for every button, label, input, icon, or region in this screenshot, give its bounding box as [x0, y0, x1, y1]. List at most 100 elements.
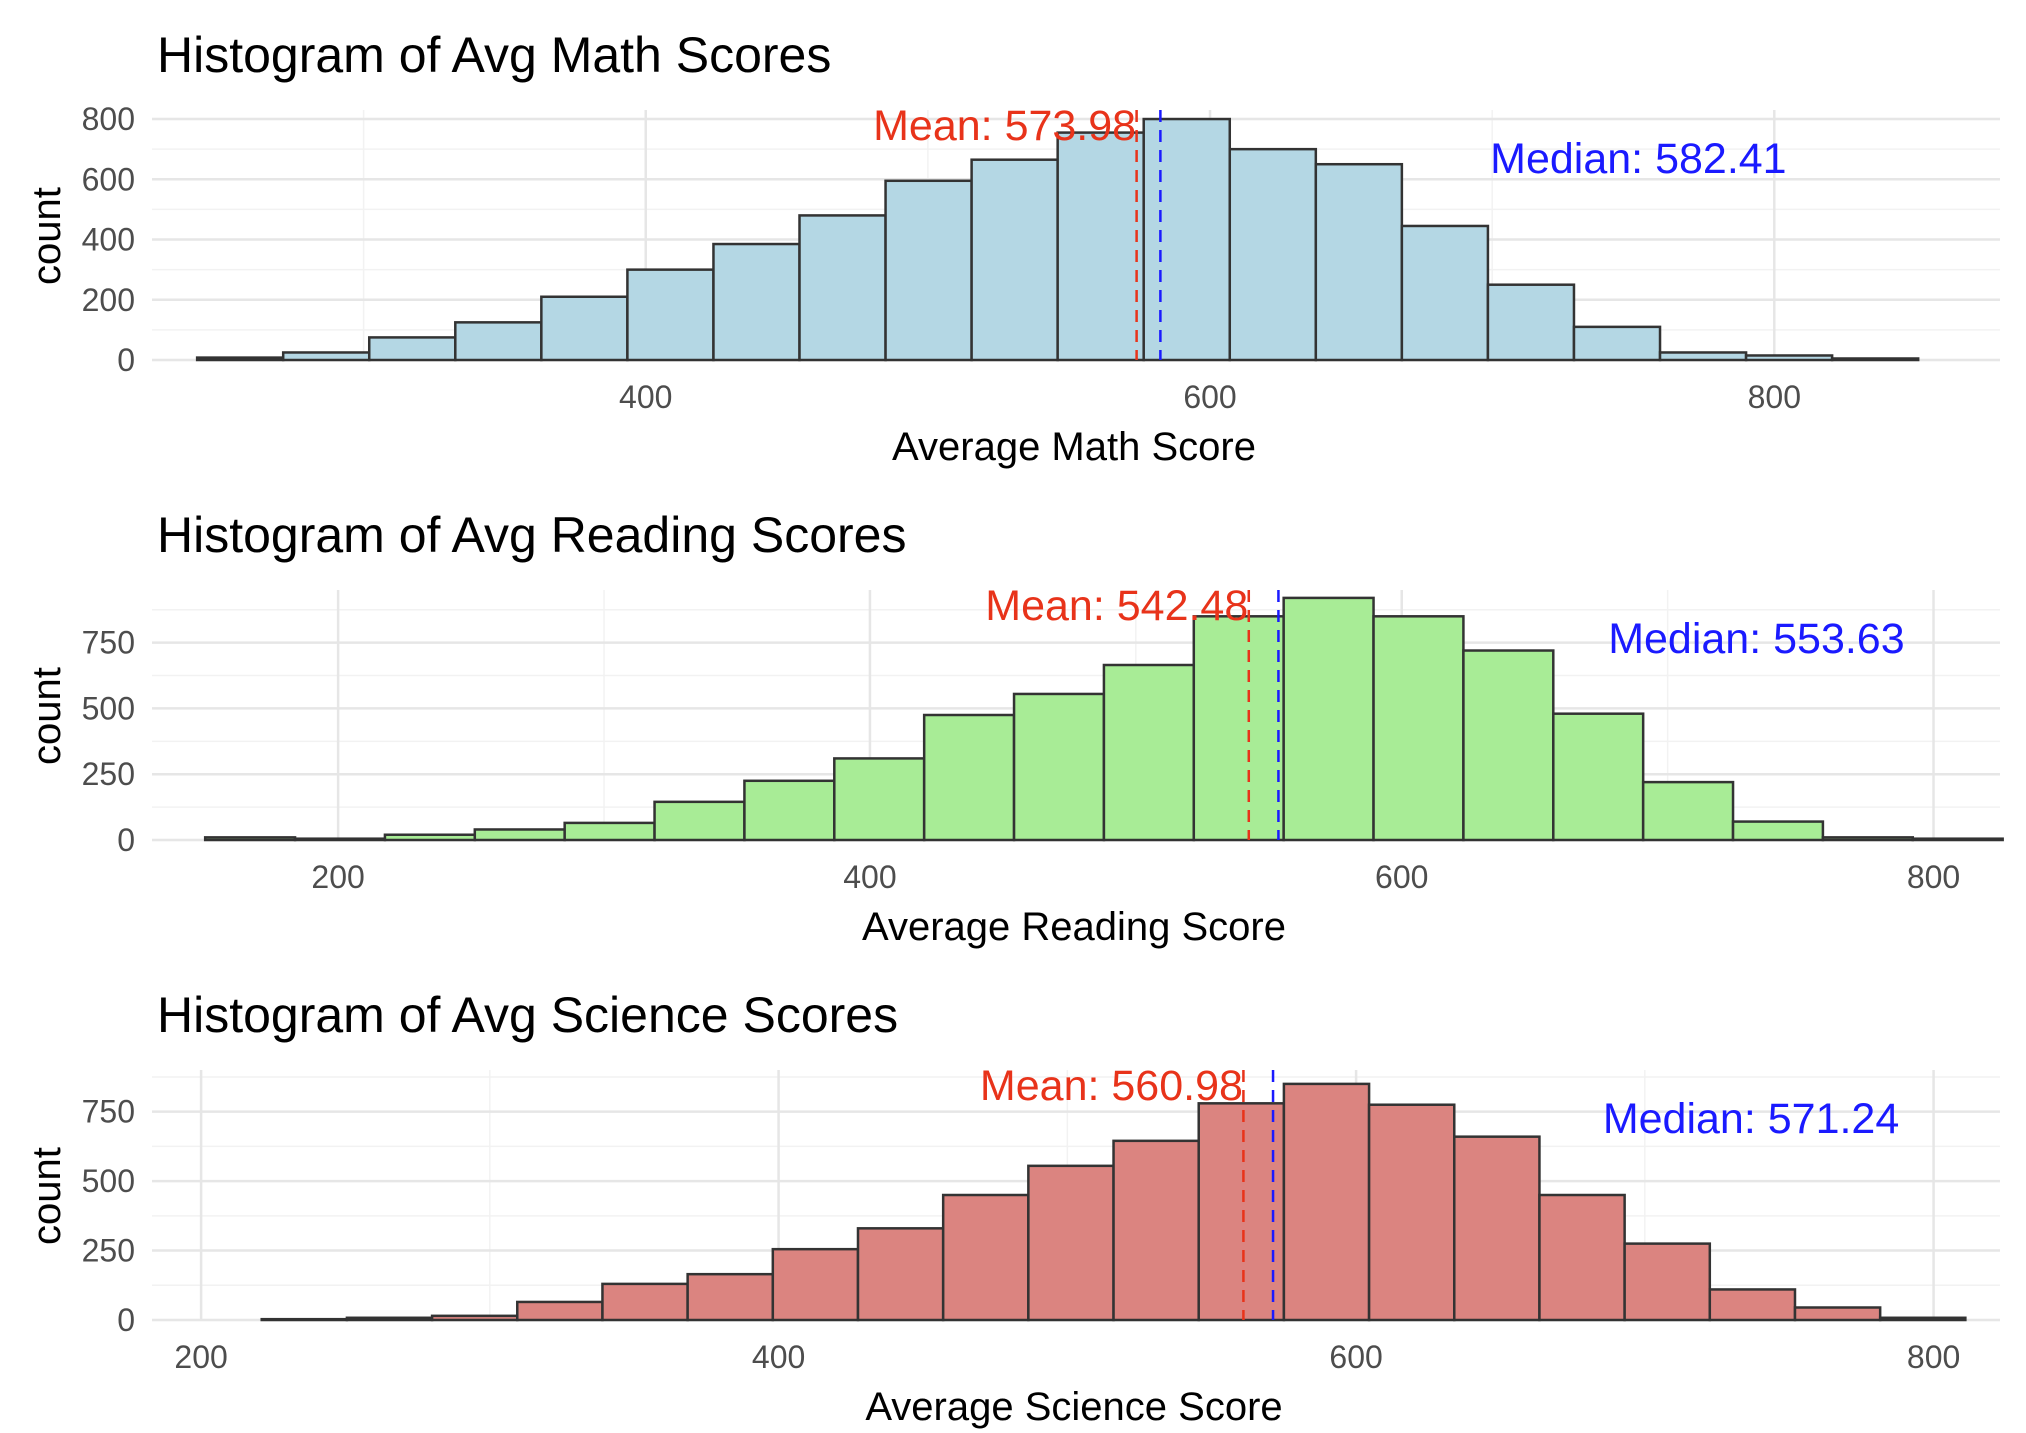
y-tick-label: 750: [82, 1094, 135, 1130]
mean-label: Mean: 560.98: [980, 1062, 1243, 1110]
chart-title: Histogram of Avg Reading Scores: [157, 507, 906, 563]
histogram-bar: [454, 321, 543, 362]
median-label: Median: 571.24: [1603, 1095, 1899, 1143]
histogram-bar: [686, 1272, 775, 1322]
histogram-bar: [1056, 131, 1145, 362]
histogram-bar: [383, 833, 477, 842]
histogram-bar: [1112, 1139, 1200, 1322]
histogram-bar: [922, 713, 1016, 842]
y-tick-label: 600: [82, 161, 135, 197]
histogram-bar: [1400, 224, 1490, 362]
histogram-bar: [1314, 162, 1404, 362]
histogram-bar: [1367, 1103, 1456, 1322]
histogram-bar: [367, 336, 457, 362]
y-axis-title: count: [25, 187, 69, 285]
x-tick-label: 600: [1183, 379, 1236, 415]
histogram-bar: [195, 356, 285, 362]
histogram-bar: [1486, 283, 1576, 362]
histogram-bar: [884, 179, 973, 362]
histogram-bar: [540, 295, 629, 362]
x-axis-title: Average Science Score: [865, 1385, 1282, 1429]
histogram-bar: [473, 828, 566, 842]
y-axis-title: count: [25, 667, 69, 765]
x-axis-title: Average Reading Score: [862, 905, 1286, 949]
histogram-bar: [1282, 1082, 1371, 1322]
histogram-bar: [1793, 1306, 1882, 1322]
histogram-bars: [260, 1082, 1967, 1322]
histogram-bar: [260, 1317, 349, 1322]
y-tick-label: 250: [82, 756, 135, 792]
histogram-bar: [430, 1314, 519, 1322]
x-tick-label: 800: [1748, 379, 1801, 415]
histogram-panel-reading: Histogram of Avg Reading Scores Mean: 542…: [25, 507, 2004, 949]
histogram-bar: [653, 800, 746, 842]
histogram-bar: [1027, 1164, 1115, 1322]
histogram-panel-science: Histogram of Avg Science Scores Mean: 560…: [25, 987, 2000, 1429]
histogram-bar: [1462, 649, 1555, 842]
histogram-bar: [856, 1227, 945, 1322]
x-tick-label: 200: [174, 1339, 227, 1375]
x-tick-label: 800: [1907, 1339, 1960, 1375]
histogram-bar: [563, 821, 656, 842]
histogram-bar: [1197, 1102, 1286, 1322]
x-tick-label: 400: [619, 379, 672, 415]
histogram-bar: [1821, 836, 1915, 842]
histogram-bar: [1012, 692, 1106, 842]
mean-label: Mean: 542.48: [985, 582, 1248, 630]
histogram-bar: [1878, 1316, 1967, 1322]
histogram-bars: [203, 596, 2004, 842]
histogram-bar: [1552, 712, 1645, 842]
chart-title: Histogram of Avg Math Scores: [157, 27, 831, 83]
histogram-bar: [203, 836, 297, 842]
histogram-bar: [293, 837, 387, 842]
histogram-bar: [1192, 615, 1285, 842]
histogram-bar: [345, 1316, 434, 1322]
histogram-panel-math: Histogram of Avg Math Scores Mean: 573.98…: [25, 27, 2000, 469]
mean-label: Mean: 573.98: [873, 102, 1136, 150]
x-tick-label: 600: [1375, 859, 1428, 895]
y-tick-label: 800: [82, 101, 135, 137]
x-tick-label: 400: [843, 859, 896, 895]
histogram-bar: [516, 1300, 604, 1322]
y-tick-label: 0: [117, 1302, 135, 1338]
y-tick-label: 750: [82, 625, 135, 661]
median-label: Median: 582.41: [1490, 135, 1786, 183]
histogram-bars: [195, 117, 1920, 362]
histogram-bar: [743, 779, 836, 842]
histogram-bar: [1744, 354, 1834, 362]
histogram-bar: [1372, 615, 1465, 842]
histogram-bar: [1572, 325, 1662, 362]
histogram-bar: [1911, 837, 2004, 842]
histogram-bar: [1453, 1135, 1541, 1322]
histogram-bar: [1282, 596, 1375, 842]
histogram-bar: [941, 1193, 1030, 1322]
y-tick-label: 500: [82, 690, 135, 726]
histogram-bar: [833, 757, 926, 842]
histogram-bar: [771, 1247, 860, 1322]
histogram-bar: [1142, 117, 1232, 362]
histogram-bar: [1658, 351, 1748, 362]
median-label: Median: 553.63: [1608, 615, 1904, 663]
histogram-bar: [601, 1282, 689, 1322]
histogram-bar: [626, 268, 715, 362]
histogram-bar: [1623, 1242, 1712, 1322]
histogram-bar: [1228, 147, 1318, 362]
x-tick-label: 800: [1907, 859, 1960, 895]
histogram-bar: [1830, 357, 1920, 362]
y-tick-label: 0: [117, 342, 135, 378]
histogram-bar: [970, 158, 1059, 362]
y-tick-label: 500: [82, 1163, 135, 1199]
x-axis-title: Average Math Score: [892, 425, 1256, 469]
x-tick-label: 600: [1329, 1339, 1382, 1375]
y-tick-label: 0: [117, 822, 135, 858]
histogram-bar: [798, 214, 887, 362]
y-tick-label: 200: [82, 282, 135, 318]
x-tick-label: 400: [752, 1339, 805, 1375]
histogram-bar: [1731, 820, 1825, 842]
histogram-bar: [1102, 663, 1196, 842]
y-axis-title: count: [25, 1147, 69, 1245]
histogram-bar: [712, 242, 801, 362]
chart-title: Histogram of Avg Science Scores: [157, 987, 898, 1043]
x-tick-label: 200: [311, 859, 364, 895]
